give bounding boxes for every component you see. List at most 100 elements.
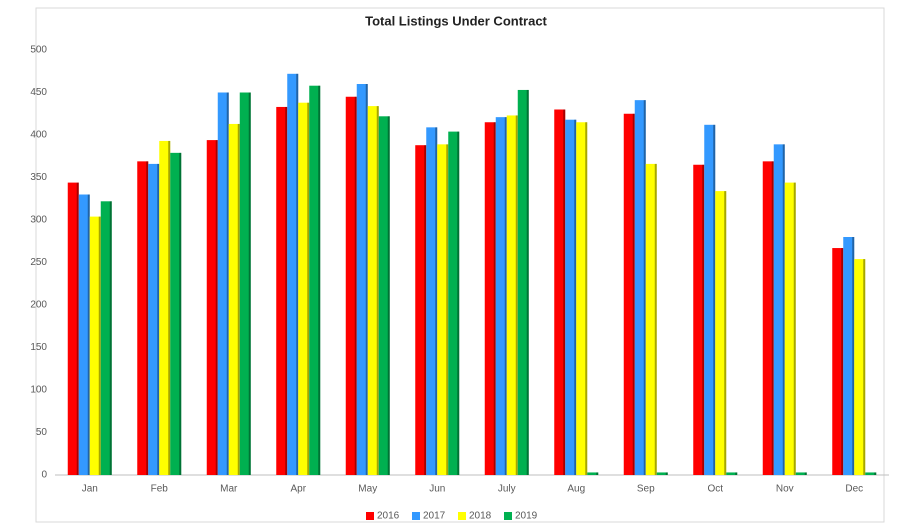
bar-shade	[515, 115, 518, 475]
bar-shade	[215, 140, 218, 475]
x-tick-label: Dec	[845, 484, 863, 495]
bar-shade	[563, 109, 566, 475]
bar-shade	[387, 116, 390, 476]
bar-shade	[168, 140, 171, 475]
bar-shade	[504, 117, 507, 476]
bar	[865, 472, 877, 475]
bar	[484, 122, 496, 475]
bar-shade	[585, 122, 588, 475]
x-tick-label: Jan	[82, 484, 98, 495]
bar-shade	[248, 92, 251, 475]
bar-shade	[804, 472, 807, 475]
y-tick-label: 450	[30, 87, 47, 98]
bar	[784, 182, 796, 475]
bar-shade	[632, 113, 635, 475]
bar	[762, 161, 774, 475]
bar-shade	[457, 131, 460, 475]
bar	[89, 216, 101, 475]
bar	[448, 131, 460, 475]
legend-label: 2017	[423, 511, 446, 522]
x-tick-label: Oct	[707, 484, 723, 495]
bar-shade	[146, 161, 149, 475]
y-tick-label: 500	[30, 45, 47, 56]
bar	[576, 122, 588, 475]
bar-shade	[852, 237, 855, 475]
bar-shade	[493, 122, 496, 475]
bar	[517, 89, 529, 475]
bar-shade	[365, 84, 368, 475]
bar-shade	[376, 106, 379, 475]
x-tick-label: Nov	[776, 484, 794, 495]
bar-shade	[237, 123, 240, 475]
bar	[345, 96, 357, 475]
bar	[437, 144, 449, 475]
x-tick-label: Mar	[220, 484, 238, 495]
legend-label: 2018	[469, 511, 492, 522]
bar-shade	[226, 92, 229, 475]
bar	[378, 116, 390, 476]
bar-shade	[793, 182, 796, 475]
bar	[309, 85, 321, 475]
x-tick-label: July	[498, 484, 516, 495]
bar-shade	[643, 100, 646, 476]
legend-swatch	[458, 512, 466, 520]
bar	[228, 123, 240, 475]
x-tick-label: Apr	[290, 484, 306, 495]
bar-shade	[526, 89, 529, 475]
bar	[170, 152, 182, 475]
legend-swatch	[504, 512, 512, 520]
bar	[656, 472, 668, 475]
bar	[832, 248, 844, 475]
bar-shade	[713, 124, 716, 476]
y-tick-label: 350	[30, 172, 47, 183]
bar-shade	[446, 144, 449, 475]
bar-shade	[424, 145, 427, 475]
bar	[693, 164, 705, 475]
bar	[726, 472, 738, 475]
y-tick-label: 200	[30, 300, 47, 311]
bar-shade	[654, 163, 657, 475]
bar	[67, 182, 79, 475]
bar	[506, 115, 518, 475]
bar	[137, 161, 149, 475]
bar	[367, 106, 379, 475]
bar	[426, 127, 438, 475]
chart-title: Total Listings Under Contract	[365, 13, 547, 28]
bar	[634, 100, 646, 476]
x-tick-label: Sep	[637, 484, 655, 495]
bar	[287, 73, 299, 476]
bar-shade	[435, 127, 438, 475]
y-tick-label: 300	[30, 215, 47, 226]
bar	[239, 92, 251, 475]
y-tick-label: 50	[36, 427, 48, 438]
bar	[159, 140, 171, 475]
y-tick-label: 400	[30, 130, 47, 141]
bar	[148, 163, 160, 475]
bar-shade	[307, 102, 310, 475]
bar	[854, 259, 866, 475]
bar-shade	[735, 472, 738, 475]
x-tick-label: Feb	[151, 484, 169, 495]
bar-shade	[318, 85, 321, 475]
y-tick-label: 250	[30, 257, 47, 268]
legend-swatch	[412, 512, 420, 520]
bar-shade	[157, 163, 160, 475]
bar	[415, 145, 427, 475]
bar	[356, 84, 368, 475]
bar	[715, 191, 727, 475]
bar	[206, 140, 218, 475]
bar	[565, 119, 577, 475]
bar	[100, 201, 112, 476]
bar	[843, 237, 855, 475]
x-tick-label: May	[358, 484, 377, 495]
bar	[495, 117, 507, 476]
legend-label: 2016	[377, 511, 400, 522]
bar-shade	[702, 164, 705, 475]
bar-shade	[354, 96, 357, 475]
y-tick-label: 150	[30, 342, 47, 353]
bar	[704, 124, 716, 476]
y-tick-label: 100	[30, 385, 47, 396]
bar-shade	[76, 182, 79, 475]
bar	[773, 144, 785, 475]
